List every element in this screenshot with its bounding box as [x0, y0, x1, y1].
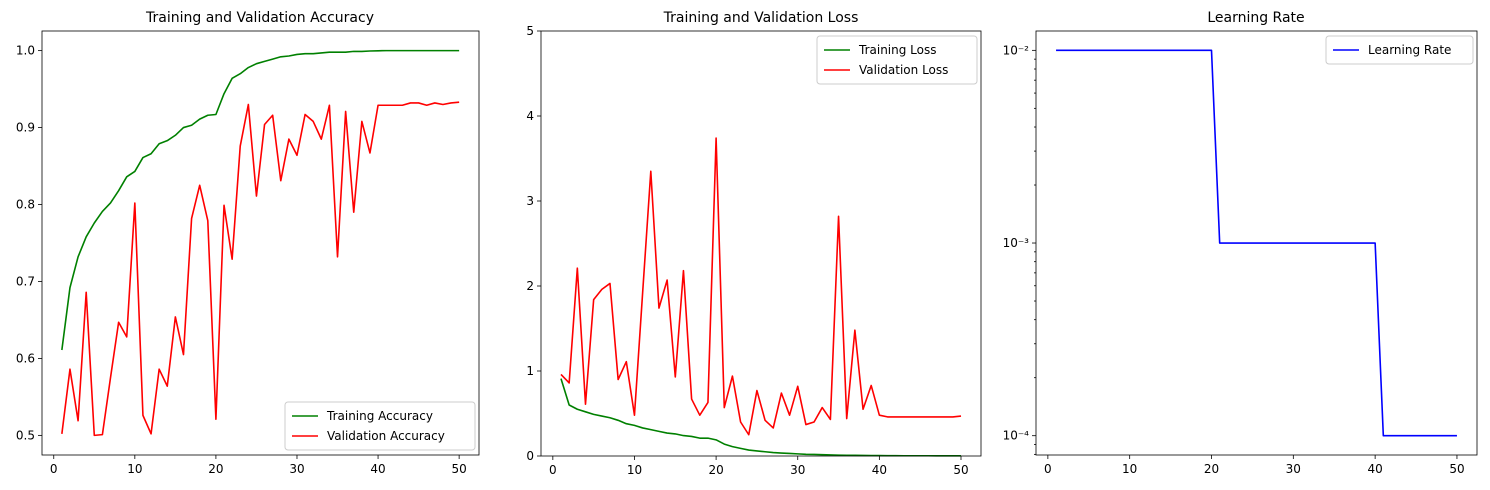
y-tick-label: 0.7 [16, 274, 35, 288]
series-line-learning-rate [1056, 49, 1457, 437]
accuracy-panel: Training and Validation Accuracy 0 10 20 30… [16, 10, 480, 476]
y-tick-label: 0.9 [16, 121, 35, 135]
legend: Training Accuracy Validation Accuracy [284, 401, 476, 451]
x-tick-label: 0 [50, 462, 58, 476]
axes-frame [1035, 30, 1478, 456]
x-tick-label: 40 [1367, 462, 1382, 476]
y-tick-label: 0.6 [16, 351, 35, 365]
y-tick-label: 10⁻⁴ [1003, 429, 1030, 443]
x-tick-label: 0 [549, 463, 557, 477]
loss-panel: Training and Validation Loss 0 10 20 30 40 50… [526, 10, 982, 477]
x-tick-label: 40 [872, 463, 887, 477]
y-tick-label: 3 [526, 194, 534, 208]
legend-label: Validation Loss [859, 63, 948, 77]
x-tick-label: 10 [127, 462, 142, 476]
series-line-validation-accuracy [61, 101, 460, 437]
x-tick-label: 20 [1204, 462, 1219, 476]
y-tick-label: 0.5 [16, 428, 35, 442]
y-tick-label: 2 [526, 279, 534, 293]
y-tick-label: 0 [526, 449, 534, 463]
y-tick-label: 10⁻² [1003, 43, 1030, 57]
x-tick-label: 10 [627, 463, 642, 477]
x-tick-label: 10 [1122, 462, 1137, 476]
legend-label: Training Loss [858, 43, 936, 57]
x-tick-label: 30 [289, 462, 304, 476]
legend-label: Validation Accuracy [327, 429, 445, 443]
x-tick-label: 40 [370, 462, 385, 476]
legend-box [816, 35, 978, 85]
axes-frame [41, 30, 480, 456]
y-tick-label: 4 [526, 109, 534, 123]
y-tick-label: 0.8 [16, 198, 35, 212]
legend-box [1325, 35, 1474, 65]
legend: Learning Rate [1325, 35, 1474, 65]
y-tick-label: 1.0 [16, 44, 35, 58]
series-line-training-accuracy [61, 49, 460, 351]
axes-frame [540, 30, 982, 457]
y-tick-label: 10⁻³ [1003, 236, 1030, 250]
x-tick-label: 50 [451, 462, 466, 476]
panel-title: Training and Validation Loss [663, 10, 859, 26]
learning-rate-panel: Learning Rate 0 10 20 30 40 50 10⁻⁴ 10⁻³ 10⁻² Lea… [1003, 10, 1478, 476]
x-tick-label: 50 [953, 463, 968, 477]
y-tick-label: 5 [526, 24, 534, 38]
series-line-validation-loss [560, 137, 962, 436]
x-tick-label: 20 [208, 462, 223, 476]
x-tick-label: 30 [790, 463, 805, 477]
y-tick-label: 1 [526, 364, 534, 378]
x-tick-label: 50 [1449, 462, 1464, 476]
legend-label: Training Accuracy [326, 409, 433, 423]
legend-box [284, 401, 476, 451]
legend: Training Loss Validation Loss [816, 35, 978, 85]
panel-title: Training and Validation Accuracy [145, 10, 374, 26]
panel-title: Learning Rate [1207, 10, 1304, 26]
x-tick-label: 30 [1286, 462, 1301, 476]
x-tick-label: 20 [708, 463, 723, 477]
legend-label: Learning Rate [1368, 43, 1451, 57]
x-tick-label: 0 [1044, 462, 1052, 476]
